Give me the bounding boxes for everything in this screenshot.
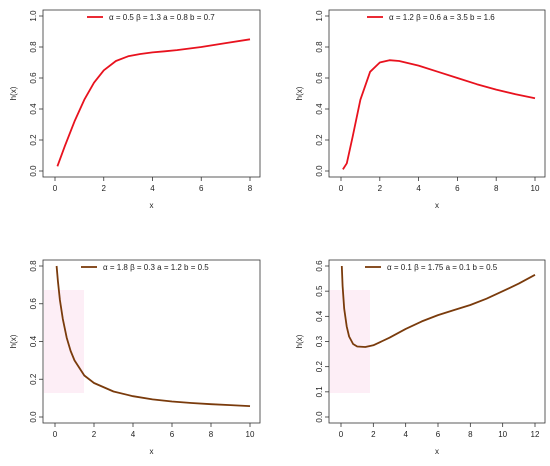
y-tick-label: 0.4 (29, 335, 38, 347)
y-tick-label: 0.2 (315, 361, 324, 373)
x-tick-label: 2 (371, 430, 376, 439)
legend-label: α = 0.5 β = 1.3 a = 0.8 b = 0.7 (109, 13, 215, 22)
x-tick-label: 8 (248, 184, 253, 193)
y-tick-label: 0.8 (315, 41, 324, 53)
y-tick-label: 0.2 (29, 373, 38, 385)
x-tick-label: 0 (53, 430, 58, 439)
y-tick-label: 0.2 (315, 134, 324, 146)
plot-frame (42, 9, 261, 178)
y-axis-label: h(x) (295, 86, 304, 100)
x-tick-label: 6 (455, 184, 460, 193)
plot-shading (44, 290, 84, 393)
chart-panel-1: 0 2 4 6 8 0.0 0.2 0.4 0.6 0.8 1.0 x h(x) α = 0.5 β = … (9, 9, 261, 210)
y-tick-label: 0.0 (315, 411, 324, 423)
x-tick-label: 2 (378, 184, 383, 193)
x-tick-label: 0 (339, 184, 344, 193)
x-tick-label: 2 (92, 430, 97, 439)
y-tick-label: 0.3 (315, 335, 324, 347)
y-tick-label: 0.6 (29, 298, 38, 310)
x-tick-label: 0 (339, 430, 344, 439)
y-tick-label: 0.6 (315, 72, 324, 84)
x-tick-label: 6 (436, 430, 441, 439)
y-axis-label: h(x) (9, 334, 18, 348)
x-tick-label: 12 (531, 430, 540, 439)
y-tick-label: 0.4 (315, 103, 324, 115)
chart-panel-4: 0 2 4 6 8 10 12 0.0 0.1 0.2 0.3 0.4 0.5 0.6 x h(x) α = 0… (295, 259, 546, 456)
y-axis-label: h(x) (9, 86, 18, 100)
x-tick-label: 6 (199, 184, 204, 193)
y-tick-label: 0.8 (29, 260, 38, 272)
y-tick-label: 0.0 (29, 411, 38, 423)
y-tick-label: 0.2 (29, 134, 38, 146)
x-tick-label: 8 (468, 430, 473, 439)
x-tick-label: 4 (403, 430, 408, 439)
legend-label: α = 0.1 β = 1.75 a = 0.1 b = 0.5 (387, 263, 498, 272)
y-tick-label: 0.5 (315, 285, 324, 297)
y-tick-label: 1.0 (29, 10, 38, 22)
x-axis-label: x (150, 447, 154, 456)
chart-panel-3: 0 2 4 6 8 10 0.0 0.2 0.4 0.6 0.8 x h(x) α = 1.8 β = 0… (9, 259, 261, 456)
y-tick-label: 0.0 (315, 165, 324, 177)
y-tick-label: 0.4 (315, 310, 324, 322)
y-axis-label: h(x) (295, 334, 304, 348)
series-line (340, 265, 536, 348)
y-tick-label: 1.0 (315, 10, 324, 22)
y-tick-label: 0.6 (29, 72, 38, 84)
plot-frame (328, 9, 546, 178)
y-tick-label: 0.6 (315, 260, 324, 272)
series-line (342, 59, 536, 170)
x-tick-label: 4 (150, 184, 155, 193)
x-axis-label: x (435, 201, 439, 210)
x-tick-label: 10 (246, 430, 255, 439)
x-tick-label: 8 (209, 430, 214, 439)
x-tick-label: 4 (131, 430, 136, 439)
series-line (56, 38, 251, 167)
y-tick-label: 0.1 (315, 386, 324, 398)
x-tick-label: 8 (494, 184, 499, 193)
x-axis-label: x (435, 447, 439, 456)
series-line (55, 265, 251, 407)
y-tick-label: 0.0 (29, 165, 38, 177)
x-axis-label: x (150, 201, 154, 210)
x-tick-label: 10 (531, 184, 540, 193)
legend-label: α = 1.2 β = 0.6 a = 3.5 b = 1.6 (389, 13, 495, 22)
plot-shading (330, 290, 370, 393)
x-tick-label: 2 (102, 184, 107, 193)
x-tick-label: 0 (53, 184, 58, 193)
chart-panel-2: 0 2 4 6 8 10 0.0 0.2 0.4 0.6 0.8 1.0 x h(x) α = 1.2 β … (295, 9, 546, 210)
x-tick-label: 6 (170, 430, 175, 439)
y-tick-label: 0.8 (29, 41, 38, 53)
x-tick-label: 10 (498, 430, 507, 439)
y-tick-label: 0.4 (29, 103, 38, 115)
legend-label: α = 1.8 β = 0.3 a = 1.2 b = 0.5 (103, 263, 209, 272)
x-tick-label: 4 (416, 184, 421, 193)
